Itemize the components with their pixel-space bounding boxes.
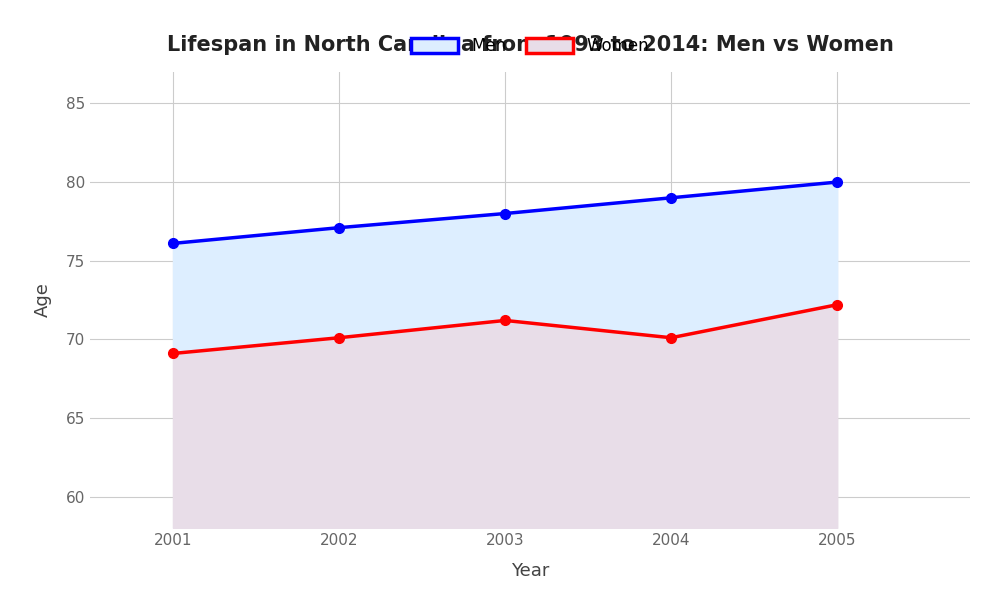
Legend: Men, Women: Men, Women: [404, 30, 656, 62]
Title: Lifespan in North Carolina from 1993 to 2014: Men vs Women: Lifespan in North Carolina from 1993 to …: [167, 35, 893, 55]
Y-axis label: Age: Age: [34, 283, 52, 317]
X-axis label: Year: Year: [511, 562, 549, 580]
